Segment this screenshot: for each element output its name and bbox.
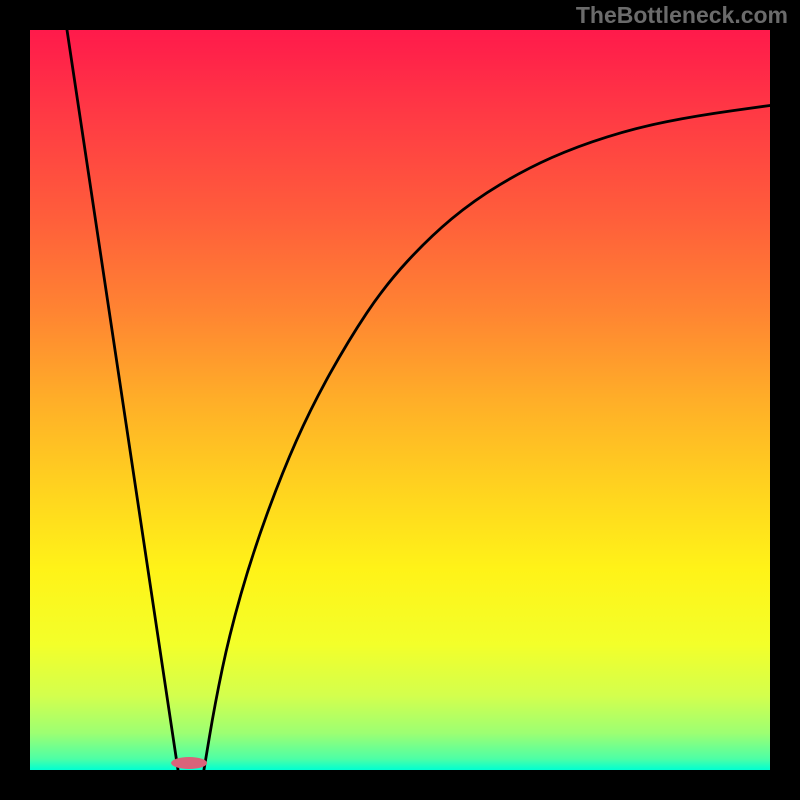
optimal-marker xyxy=(171,757,207,769)
watermark-text: TheBottleneck.com xyxy=(576,2,788,29)
chart-container: { "watermark": { "text": "TheBottleneck.… xyxy=(0,0,800,800)
bottleneck-chart xyxy=(0,0,800,800)
plot-area xyxy=(30,30,770,770)
